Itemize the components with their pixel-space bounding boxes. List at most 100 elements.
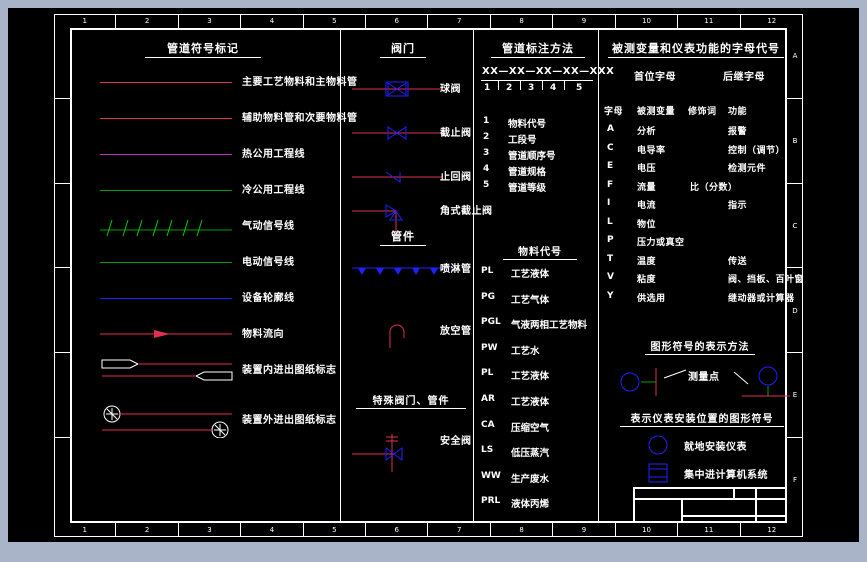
pipe-symbol-row: 热公用工程线 [100, 142, 330, 168]
pipe-field-label: 管道规格 [508, 167, 547, 178]
letter-code: L [607, 216, 614, 227]
measured-variable: 电导率 [637, 145, 666, 156]
globe-valve-wrapper [352, 122, 442, 150]
pipe-symbol-row: 装置内进出图纸标志 [100, 358, 336, 384]
grid-bottom-cell-3: 3 [179, 523, 242, 537]
grid-right-cell-C: C [787, 184, 803, 269]
legend-line [100, 262, 232, 263]
material-code: PW [481, 342, 498, 353]
grid-right-cell-F: F [792, 476, 798, 485]
material-code: CA [481, 419, 495, 430]
letter-code: I [607, 198, 611, 208]
succeeding-letter-group-header: 后继字母 [723, 72, 765, 83]
pipe-field-index: 3 [483, 148, 490, 158]
title-block-drawing-number [756, 499, 786, 516]
material-code: PL [481, 266, 494, 276]
grid-top-cell-10: 10 [616, 14, 679, 28]
measured-variable: 供选用 [637, 293, 666, 304]
pipe-field-number: 3 [528, 83, 535, 93]
pipe-symbol-label: 冷公用工程线 [242, 185, 305, 196]
measured-variable: 粘度 [637, 275, 657, 285]
pipe-symbol-label: 装置外进出图纸标志 [242, 415, 337, 426]
measured-variable: 分析 [637, 127, 657, 137]
grid-bottom-cell-6: 6 [366, 523, 429, 537]
ball-valve-wrapper [352, 78, 442, 106]
grid-left-cell-A [54, 14, 70, 99]
special-fittings-title: 特殊阀门、管件 [356, 392, 466, 409]
pipe-symbols-title: 管道符号标记 [145, 40, 261, 58]
grid-left-cell-C [54, 184, 70, 269]
install-item-label: 集中进计算机系统 [684, 470, 768, 481]
function-label: 控制（调节） [728, 145, 786, 156]
letter-code: F [607, 179, 614, 190]
pipe-field-index: 4 [483, 164, 490, 174]
pipe-field-divider [564, 81, 565, 90]
grid-left-cell-B [54, 99, 70, 184]
pipe-symbol-label: 热公用工程线 [242, 149, 305, 160]
pipe-symbol-row: 装置外进出图纸标志 [100, 405, 336, 438]
material-code: AR [481, 394, 495, 404]
drawing-border [70, 28, 787, 523]
letter-table-header: 字母 [604, 107, 624, 117]
legend-line [100, 190, 232, 191]
grid-top-cell-6: 6 [366, 14, 429, 28]
pipe-field-label: 管道等级 [508, 183, 547, 194]
pipe-symbol-label: 主要工艺物料和主物料管 [242, 77, 358, 88]
valve-row: 止回阀 [352, 166, 477, 190]
material-code-label: 低压蒸汽 [511, 448, 550, 460]
title-block-stage-cell [734, 488, 756, 499]
material-code: LS [481, 445, 494, 456]
outside-flag-icon [102, 405, 232, 438]
measured-variable: 电流 [637, 201, 657, 211]
grid-top-cell-2: 2 [116, 14, 179, 28]
title-block-drawing-name [682, 499, 756, 516]
grid-bottom-cell-5: 5 [304, 523, 367, 537]
title-block-sheet-row [756, 516, 786, 522]
material-code-label: 工艺液体 [511, 397, 550, 408]
legend-line [100, 298, 232, 299]
pipe-label-format: XX—XX—XX—XX—XXX [482, 66, 615, 77]
measured-variable: 物位 [637, 219, 657, 230]
letter-code: E [607, 161, 614, 171]
modifier: 比（分数） [690, 182, 738, 193]
local-instrument-icon [648, 435, 668, 455]
pipe-field-number: 4 [550, 83, 557, 93]
pipe-field-index: 1 [483, 116, 490, 126]
safety-valve-wrapper [352, 430, 442, 478]
material-code: PL [481, 368, 494, 379]
valve-row: 球阀 [352, 78, 477, 102]
grid-bottom-cell-4: 4 [241, 523, 304, 537]
fitting-label: 喷淋管 [440, 264, 472, 275]
valves-title: 阀门 [380, 40, 426, 58]
grid-right-cell-B: B [787, 99, 803, 184]
ball-valve-icon [352, 81, 442, 97]
angle-globe-valve-icon [352, 204, 403, 232]
pipe-symbol-row: 设备轮廓线 [100, 286, 330, 312]
grid-top-cell-12: 12 [767, 17, 777, 25]
letter-codes-title: 被测变量和仪表功能的字母代号 [608, 40, 784, 58]
measured-variable: 流量 [637, 182, 657, 193]
grid-left-cell-E [54, 353, 70, 439]
letter-code: P [607, 235, 615, 245]
flow-arrow-icon [100, 330, 232, 338]
material-code: PGL [481, 317, 501, 328]
grid-bottom-cell-8: 8 [491, 523, 554, 537]
grid-left-cell-F [54, 438, 70, 523]
material-code-title: 物料代号 [503, 243, 577, 260]
function-label: 阀、挡板、百叶窗 [728, 275, 805, 285]
legend-line [100, 118, 232, 119]
pipe-symbol-label: 设备轮廓线 [242, 293, 295, 304]
check-valve-icon [352, 171, 442, 183]
column-separator-2 [473, 29, 474, 522]
material-code: WW [481, 470, 501, 481]
function-label: 指示 [728, 201, 748, 211]
function-label: 传送 [728, 256, 748, 267]
pipe-symbol-row: 物料流向 [100, 322, 330, 348]
grid-bottom-cell-11: 11 [678, 523, 741, 537]
grid-top-cell-8: 8 [491, 14, 554, 28]
angle-globe-valve-wrapper [352, 200, 442, 238]
grid-bottom-cell-10: 10 [616, 523, 679, 537]
letter-table-header: 功能 [728, 107, 748, 117]
